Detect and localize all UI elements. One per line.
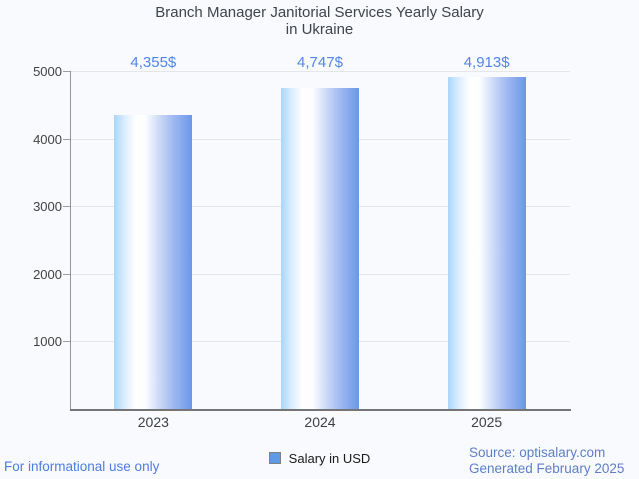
legend-swatch-icon xyxy=(268,452,281,464)
chart-title-line2: in Ukraine xyxy=(285,21,354,38)
value-label-2024: 4,747$ xyxy=(297,54,343,71)
ytick-2000 xyxy=(63,273,70,275)
ytick-3000 xyxy=(63,206,70,208)
ytick-1000 xyxy=(63,341,70,343)
source-block: Source: optisalary.com Generated Februar… xyxy=(469,445,624,476)
gridline-5000 xyxy=(70,71,570,72)
x-axis-line xyxy=(70,409,571,411)
ytick-4000 xyxy=(63,138,70,140)
ytick-5000 xyxy=(63,71,70,72)
value-label-2023: 4,355$ xyxy=(130,54,177,71)
source-text: Source: optisalary.com xyxy=(469,445,606,460)
ytick-label-3000: 3000 xyxy=(33,199,62,215)
chart-title: Branch Manager Janitorial Services Yearl… xyxy=(0,4,639,38)
xtick-label-2023: 2023 xyxy=(137,414,169,430)
disclaimer-text: For informational use only xyxy=(4,459,160,474)
value-label-2025: 4,913$ xyxy=(463,54,510,71)
generated-text: Generated February 2025 xyxy=(469,460,625,476)
bar-2025[interactable] xyxy=(447,76,526,409)
ytick-label-5000: 5000 xyxy=(33,64,62,79)
chart-title-line1: Branch Manager Janitorial Services Yearl… xyxy=(155,4,484,21)
legend: Salary in USD xyxy=(0,449,639,467)
legend-label: Salary in USD xyxy=(288,450,371,466)
bar-2024[interactable] xyxy=(281,88,359,409)
y-axis-line xyxy=(70,71,71,409)
bar-2023[interactable] xyxy=(114,114,193,409)
ytick-label-4000: 4000 xyxy=(33,131,62,147)
xtick-label-2024: 2024 xyxy=(304,414,336,430)
ytick-label-1000: 1000 xyxy=(33,334,62,350)
ytick-label-2000: 2000 xyxy=(33,266,62,282)
xtick-label-2025: 2025 xyxy=(471,414,503,430)
